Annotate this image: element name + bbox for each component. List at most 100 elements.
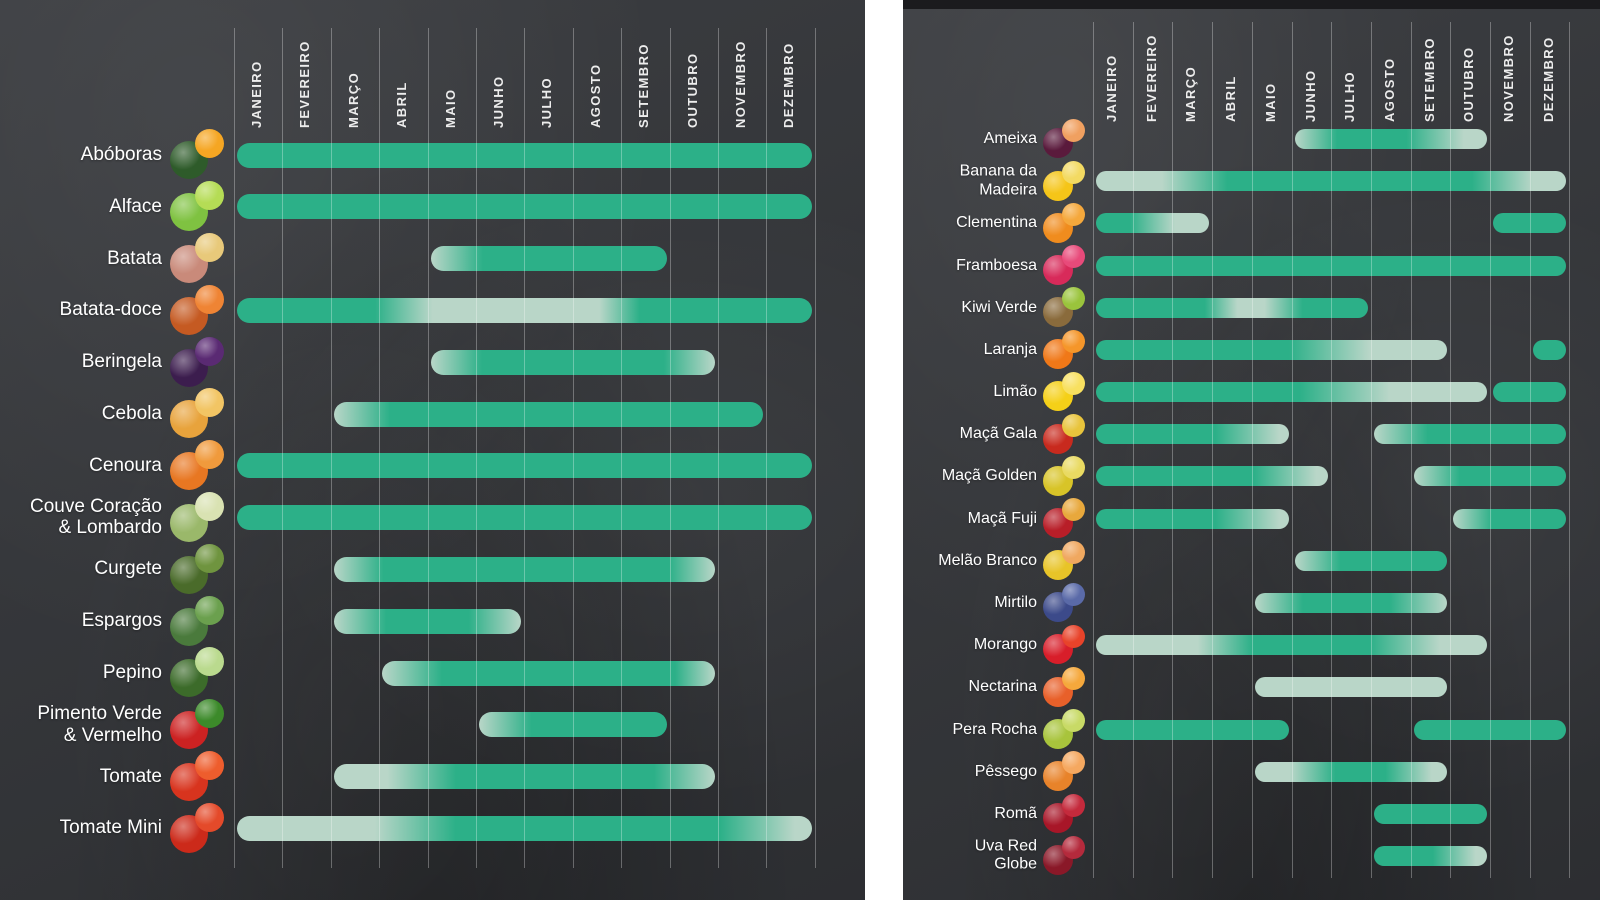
row-label: Tomate (99, 765, 162, 787)
row-label: Maçã Golden (941, 467, 1037, 485)
month-gridline (1411, 22, 1412, 878)
month-gridline (1490, 22, 1491, 878)
month-gridline (1212, 22, 1213, 878)
season-bar (430, 246, 667, 272)
row-label: Ameixa (983, 129, 1037, 147)
season-bar (1413, 466, 1567, 487)
row-label: Banana da Madeira (959, 162, 1037, 199)
season-bar (1294, 550, 1448, 571)
row-label: Maçã Gala (959, 425, 1037, 443)
month-gridline (476, 28, 477, 868)
apple-golden-icon (1041, 453, 1087, 499)
row-label: Clementina (956, 214, 1037, 232)
season-bar (237, 815, 812, 841)
strawberry-icon (1041, 622, 1087, 668)
row-label: Pimento Verde & Vermelho (37, 702, 162, 746)
season-bar (1254, 592, 1448, 613)
month-gridline (670, 28, 671, 868)
month-gridline (815, 28, 816, 868)
season-bar (237, 194, 812, 220)
fruits-seasonality-panel: JANEIRO FEVEREIRO MARÇO ABRIL MAIO JUNHO JULHO… (903, 0, 1600, 900)
row-label: Morango (973, 635, 1037, 653)
season-bar (1373, 803, 1487, 824)
row-label: Cenoura (89, 454, 162, 476)
kiwi-icon (1041, 285, 1087, 331)
row-label: Romã (994, 804, 1037, 822)
month-gridline (1252, 22, 1253, 878)
pumpkin-icon (168, 126, 226, 184)
season-bar (1096, 719, 1289, 740)
row-label: Limão (993, 382, 1037, 400)
season-bar (1096, 424, 1289, 445)
season-bar (1096, 297, 1368, 318)
peach-icon (1041, 749, 1087, 795)
season-bar (1532, 339, 1567, 360)
cabbage-icon (168, 489, 226, 547)
season-bar (1096, 466, 1329, 487)
grape-icon (1041, 833, 1087, 879)
carrot-icon (168, 437, 226, 495)
bell-pepper-icon (168, 696, 226, 754)
season-bar (333, 556, 715, 582)
season-bar (1254, 761, 1448, 782)
month-gridline (1450, 22, 1451, 878)
month-gridline (1292, 22, 1293, 878)
asparagus-icon (168, 592, 226, 650)
season-bar (1096, 382, 1487, 403)
season-bar (333, 608, 522, 634)
season-bar (1096, 171, 1567, 192)
pear-icon (1041, 707, 1087, 753)
apple-gala-icon (1041, 411, 1087, 457)
row-label: Alface (109, 195, 162, 217)
season-bar (430, 349, 715, 375)
row-label: Couve Coração & Lombardo (29, 495, 162, 539)
zucchini-icon (168, 540, 226, 598)
month-gridline (766, 28, 767, 868)
season-bar (382, 660, 715, 686)
season-bar (1493, 382, 1567, 403)
row-label: Batata (107, 247, 162, 269)
row-label: Laranja (983, 340, 1037, 358)
row-label: Espargos (81, 610, 162, 632)
onion-icon (168, 385, 226, 443)
month-gridline (234, 28, 235, 868)
row-label: Kiwi Verde (961, 298, 1037, 316)
season-bar (1096, 635, 1487, 656)
eggplant-icon (168, 333, 226, 391)
blueberry-icon (1041, 580, 1087, 626)
row-label: Mirtilo (994, 593, 1037, 611)
nectarine-icon (1041, 664, 1087, 710)
orange-icon (1041, 327, 1087, 373)
season-bar (1373, 846, 1487, 867)
season-bar (1294, 129, 1487, 149)
season-bar (1453, 508, 1567, 529)
lettuce-icon (168, 178, 226, 236)
sweet-potato-icon (168, 281, 226, 339)
month-gridline (573, 28, 574, 868)
row-label: Tomate Mini (59, 817, 162, 839)
month-gridline (718, 28, 719, 868)
month-gridline (524, 28, 525, 868)
row-label: Nectarina (968, 678, 1037, 696)
row-label: Abóboras (80, 144, 162, 166)
season-bar (1096, 255, 1567, 276)
row-label: Pepino (102, 662, 162, 684)
apple-fuji-icon (1041, 496, 1087, 542)
row-label: Curgete (94, 558, 162, 580)
month-gridline (1530, 22, 1531, 878)
plum-icon (1041, 116, 1087, 162)
row-label: Melão Branco (938, 551, 1037, 569)
season-bar (237, 297, 812, 323)
month-gridline (331, 28, 332, 868)
season-bar (1373, 424, 1567, 445)
month-gridline (621, 28, 622, 868)
vegetables-seasonality-panel: JANEIRO FEVEREIRO MARÇO ABRIL MAIO JUNHO JULHO… (0, 0, 865, 900)
row-label: Uva Red Globe (974, 837, 1037, 874)
month-gridline (282, 28, 283, 868)
month-gridline (1172, 22, 1173, 878)
season-bar (1096, 339, 1448, 360)
raspberry-icon (1041, 243, 1087, 289)
cucumber-icon (168, 644, 226, 702)
cherry-tomato-icon (168, 799, 226, 857)
